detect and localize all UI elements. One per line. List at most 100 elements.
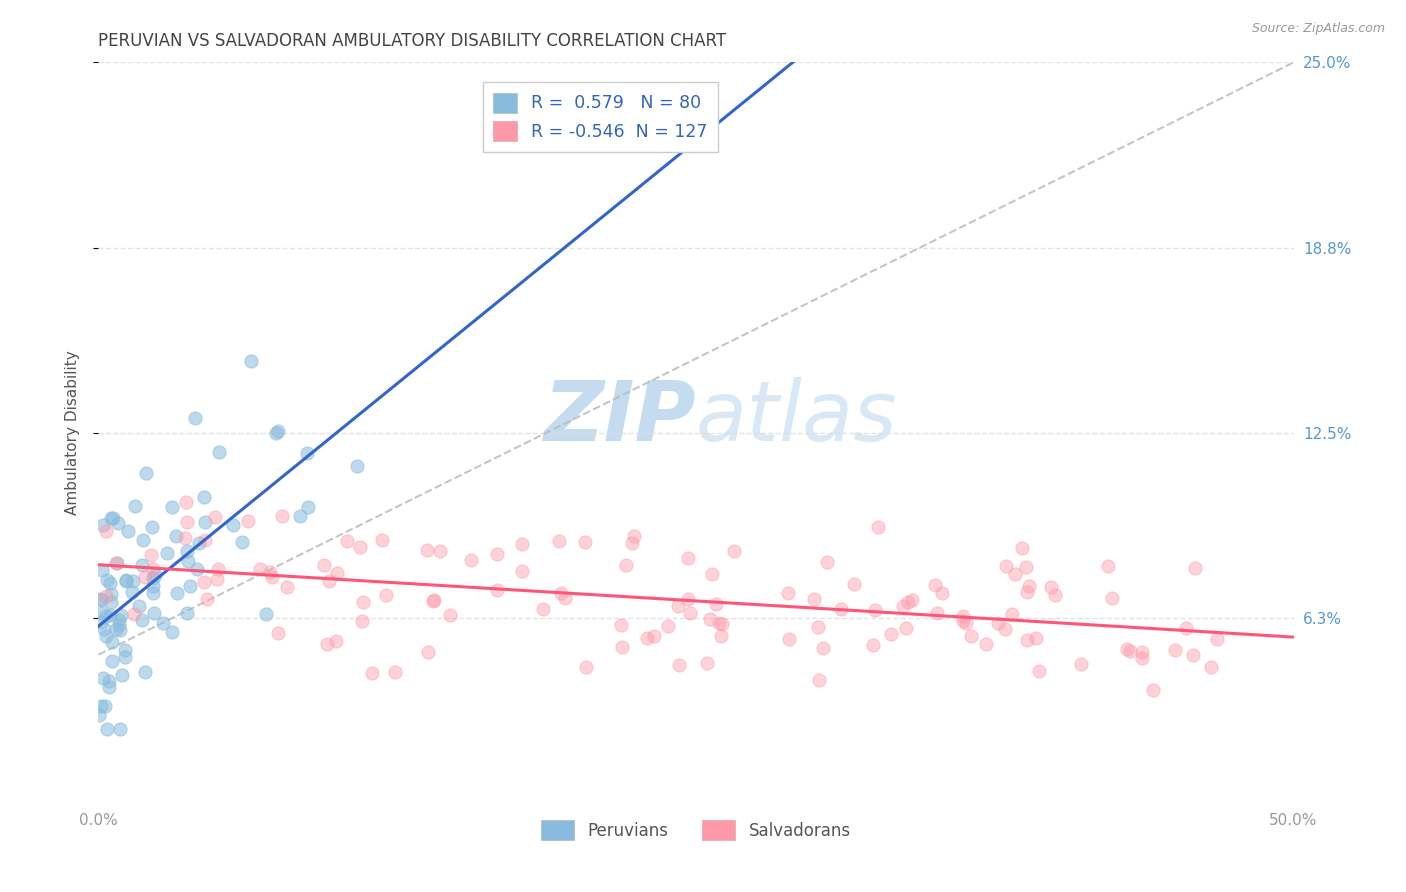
Point [122, 574, 145, 588]
Point [696, 657, 718, 671]
Point [512, 564, 534, 578]
Point [931, 586, 953, 600]
Point [1181, 648, 1204, 662]
Point [531, 601, 554, 615]
Point [1097, 559, 1119, 574]
Point [231, 534, 253, 549]
Point [94, 589, 117, 603]
Point [668, 657, 690, 672]
Point [1142, 683, 1164, 698]
Point [96, 608, 118, 623]
Point [1205, 632, 1227, 646]
Point [416, 645, 439, 659]
Point [1070, 657, 1092, 672]
Point [142, 586, 165, 600]
Point [894, 621, 917, 635]
Point [108, 613, 131, 627]
Point [1184, 561, 1206, 575]
Point [134, 570, 156, 584]
Point [87, 708, 110, 723]
Point [460, 553, 482, 567]
Point [128, 599, 150, 613]
Point [1018, 579, 1040, 593]
Point [94, 629, 117, 643]
Point [122, 607, 145, 621]
Point [207, 562, 229, 576]
Point [1043, 589, 1066, 603]
Point [1028, 665, 1050, 679]
Point [96, 722, 118, 736]
Point [995, 559, 1018, 574]
Point [195, 591, 218, 606]
Point [830, 602, 852, 616]
Point [574, 535, 596, 549]
Point [186, 562, 208, 576]
Point [98, 575, 121, 590]
Point [89, 698, 111, 713]
Point [959, 629, 981, 643]
Point [575, 659, 598, 673]
Legend: Peruvians, Salvadorans: Peruvians, Salvadorans [534, 814, 858, 847]
Point [176, 515, 198, 529]
Point [811, 640, 834, 655]
Point [924, 578, 946, 592]
Point [90, 615, 112, 629]
Point [90, 593, 112, 607]
Point [842, 577, 865, 591]
Point [100, 595, 122, 609]
Point [254, 607, 277, 622]
Point [205, 572, 228, 586]
Point [679, 606, 702, 620]
Point [952, 614, 974, 628]
Point [276, 580, 298, 594]
Point [264, 425, 287, 440]
Point [288, 509, 311, 524]
Point [676, 592, 699, 607]
Point [91, 563, 114, 577]
Point [1201, 660, 1223, 674]
Point [1025, 632, 1047, 646]
Point [100, 587, 122, 601]
Point [143, 567, 166, 582]
Point [100, 608, 122, 623]
Point [862, 638, 884, 652]
Point [297, 500, 319, 514]
Point [131, 558, 153, 573]
Point [142, 562, 165, 576]
Point [1015, 585, 1038, 599]
Point [222, 517, 245, 532]
Point [704, 597, 727, 611]
Point [352, 614, 374, 628]
Point [179, 578, 201, 592]
Point [194, 515, 217, 529]
Point [108, 617, 131, 632]
Point [270, 509, 292, 524]
Point [863, 603, 886, 617]
Point [891, 599, 914, 613]
Point [803, 592, 825, 607]
Point [173, 531, 195, 545]
Point [1001, 607, 1024, 622]
Point [1040, 581, 1063, 595]
Point [108, 722, 131, 736]
Point [550, 586, 572, 600]
Point [880, 626, 903, 640]
Point [866, 520, 889, 534]
Point [105, 556, 128, 570]
Point [439, 607, 461, 622]
Text: atlas: atlas [696, 377, 897, 458]
Point [295, 446, 318, 460]
Point [121, 584, 143, 599]
Point [100, 635, 122, 649]
Point [94, 524, 117, 538]
Point [107, 516, 129, 530]
Point [326, 566, 349, 581]
Point [259, 565, 281, 579]
Point [142, 571, 165, 585]
Point [815, 555, 838, 569]
Point [176, 554, 198, 568]
Point [987, 615, 1010, 630]
Point [994, 622, 1017, 636]
Point [91, 606, 114, 620]
Point [316, 637, 339, 651]
